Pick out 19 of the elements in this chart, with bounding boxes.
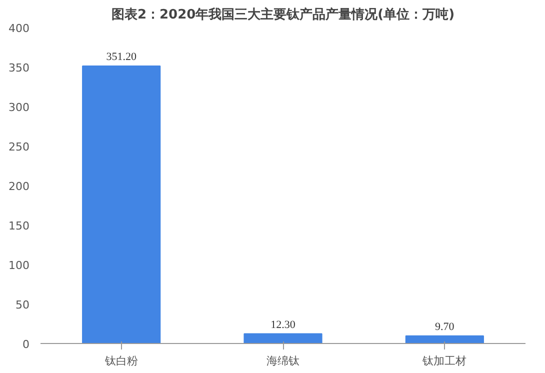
data-label: 9.70 [435, 320, 455, 333]
x-tick-label: 海绵钛 [266, 354, 300, 368]
y-tick-label: 200 [8, 180, 30, 193]
data-label: 12.30 [270, 318, 296, 331]
bar [244, 333, 322, 344]
data-label: 351.20 [106, 51, 137, 64]
bar [82, 66, 161, 344]
y-tick-label: 50 [16, 298, 30, 312]
y-tick-label: 350 [8, 62, 30, 74]
y-tick-label: 100 [8, 259, 30, 272]
y-tick-label: 400 [8, 22, 30, 35]
y-tick-label: 250 [8, 140, 30, 154]
bar [405, 335, 484, 344]
y-tick-label: 300 [8, 101, 30, 114]
y-tick-label: 0 [22, 338, 30, 351]
chart-title: 图表2：2020年我国三大主要钛产品产量情况(单位：万吨) [111, 6, 455, 22]
y-tick-label: 150 [8, 220, 30, 232]
x-tick-label: 钛加工材 [422, 354, 467, 368]
x-tick-label: 钛白粉 [104, 354, 138, 368]
